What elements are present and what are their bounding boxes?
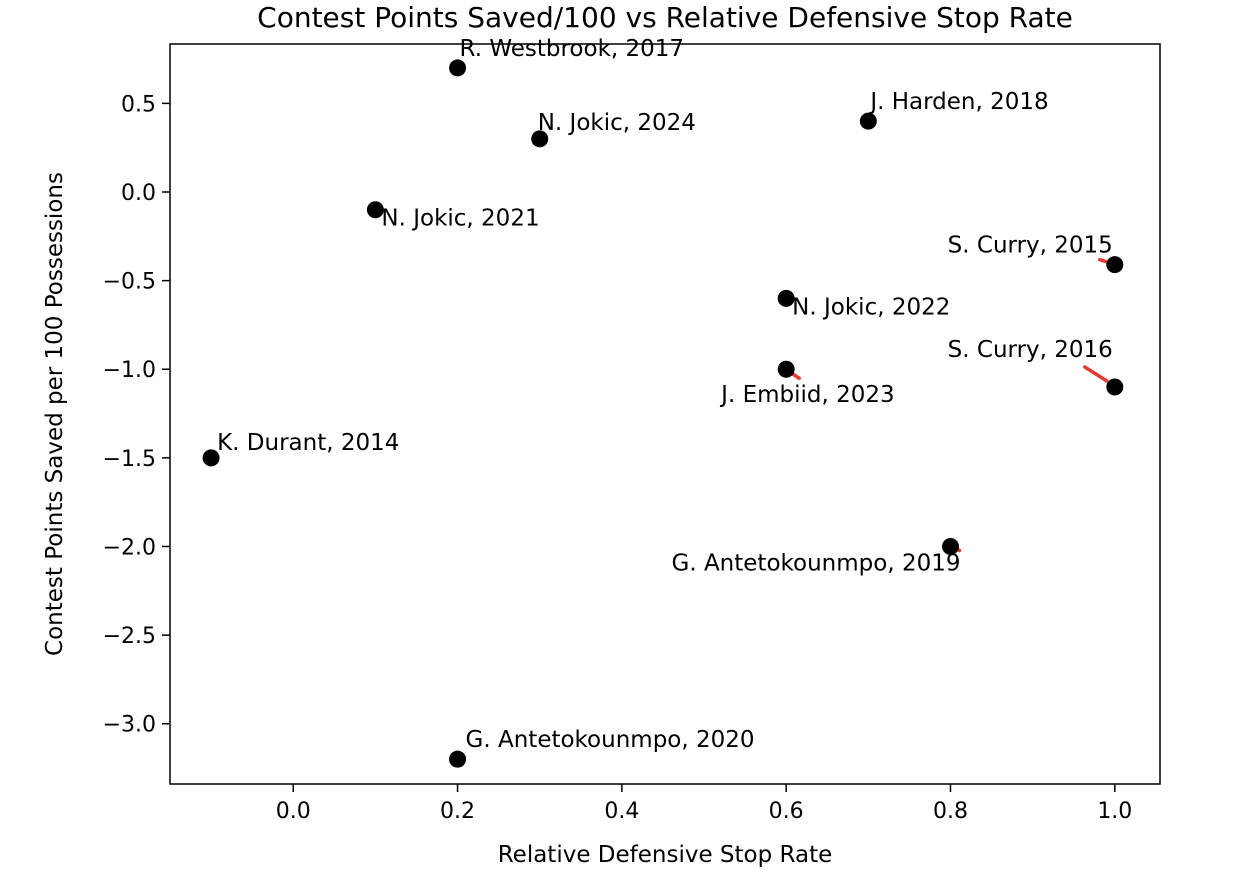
ticks-layer: 0.0 0.2 0.4 0.6 0.8 1.0 0.5 0.0 −0.5 −1.0 −1.5 −2.0… [103,92,1133,824]
point-label: J. Embiid, 2023 [719,382,894,408]
data-point [1106,378,1124,396]
data-point [859,112,877,130]
data-point [531,130,549,148]
y-tick-label: −0.5 [103,270,156,295]
data-point [366,201,384,219]
x-tick-label: 0.4 [604,799,639,824]
leader-line [791,372,801,380]
x-axis-label: Relative Defensive Stop Rate [498,842,833,868]
point-label: S. Curry, 2016 [948,337,1113,363]
data-point [1106,256,1124,274]
leader-line [1083,365,1109,383]
y-tick-label: −1.0 [103,358,156,383]
data-point [449,59,467,77]
point-label: G. Antetokounmpo, 2019 [672,550,961,576]
point-label: N. Jokic, 2022 [792,294,950,320]
y-tick-label: 0.0 [121,181,156,206]
x-tick-label: 0.8 [933,799,968,824]
y-tick-label: −3.0 [103,713,156,738]
data-point [777,289,795,307]
y-tick-label: −2.0 [103,535,156,560]
chart-title: Contest Points Saved/100 vs Relative Def… [257,1,1073,34]
x-tick-label: 0.2 [440,799,475,824]
x-tick-label: 0.0 [276,799,311,824]
y-axis-label: Contest Points Saved per 100 Possessions [42,172,68,656]
plot-frame [169,43,1161,785]
points-layer [202,59,1124,768]
y-tick-label: −1.5 [103,447,156,472]
point-label: R. Westbrook, 2017 [460,36,685,62]
point-label: N. Jokic, 2021 [381,206,539,232]
point-label: J. Harden, 2018 [868,89,1048,115]
point-label: G. Antetokounmpo, 2020 [466,727,755,753]
y-tick-label: −2.5 [103,624,156,649]
data-point [777,360,795,378]
point-label: K. Durant, 2014 [217,430,399,456]
x-tick-label: 1.0 [1097,799,1132,824]
point-label: N. Jokic, 2024 [538,110,696,136]
y-tick-label: 0.5 [121,92,156,117]
data-point [449,750,467,768]
data-point [941,537,959,555]
data-point [202,449,220,467]
x-tick-label: 0.6 [769,799,804,824]
point-labels-layer: K. Durant, 2014 S. Curry, 2015 S. Curry, 2… [217,36,1113,753]
point-label: S. Curry, 2015 [948,233,1113,259]
